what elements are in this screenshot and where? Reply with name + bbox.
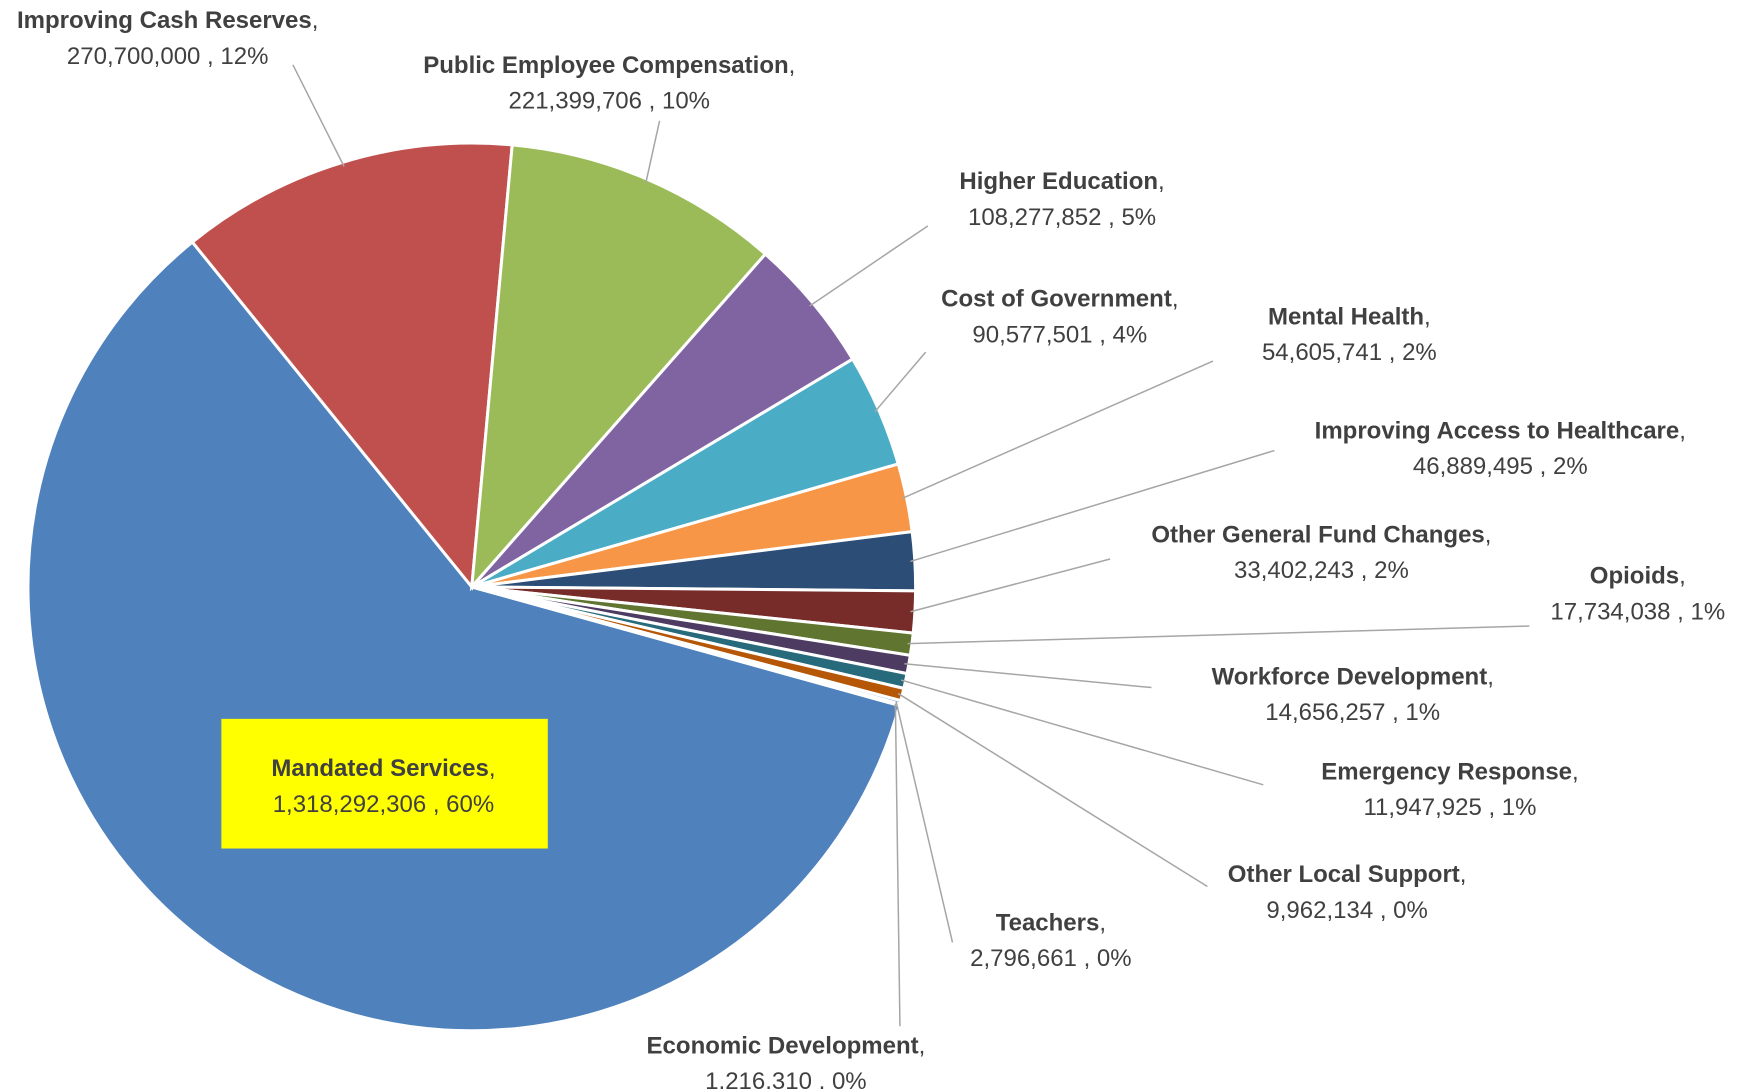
leader-line [897, 692, 1208, 888]
label-separator: , [1460, 861, 1467, 888]
value-text: 17,734,038 , 1% [1550, 599, 1725, 626]
value-label: 17,734,038 , 1% [1550, 599, 1725, 626]
leader-line [894, 703, 901, 1027]
category-name: Other General Fund Changes [1151, 521, 1484, 548]
leader-line [809, 225, 929, 307]
pie-slice [469, 143, 768, 592]
category-name: Emergency Response [1321, 758, 1572, 785]
data-label: Public Employee Compensation, [423, 52, 795, 79]
label-separator: , [1679, 563, 1686, 590]
data-label: Mandated Services, [271, 755, 495, 782]
pie-slice [471, 585, 902, 708]
value-label: 14,656,257 , 1% [1265, 699, 1440, 726]
category-name: Public Employee Compensation [423, 52, 788, 79]
data-label: Teachers, [996, 909, 1106, 936]
label-separator: , [1485, 521, 1492, 548]
value-text: 270,700,000 , 12% [67, 43, 269, 70]
category-name: Economic Development [647, 1032, 919, 1059]
label-separator: , [312, 7, 319, 34]
value-label: 9,962,134 , 0% [1266, 897, 1427, 924]
label-separator: , [1487, 663, 1494, 690]
leader-line [900, 679, 1264, 786]
value-text: 90,577,501 , 4% [972, 321, 1147, 348]
category-name: Improving Access to Healthcare [1315, 417, 1680, 444]
value-text: 2,796,661 , 0% [970, 945, 1131, 972]
value-text: 33,402,243 , 2% [1234, 557, 1409, 584]
leader-line [895, 701, 954, 943]
category-name: Mandated Services [271, 755, 488, 782]
value-label: 1,318,292,306 , 60% [273, 791, 495, 818]
value-text: 11,947,925 , 1% [1363, 794, 1536, 821]
value-text: 1,318,292,306 , 60% [273, 791, 495, 818]
value-label: 54,605,741 , 2% [1262, 339, 1437, 366]
data-label: Improving Access to Healthcare, [1315, 417, 1686, 444]
value-label: 108,277,852 , 5% [968, 204, 1156, 231]
label-highlight [221, 718, 548, 849]
label-separator: , [1679, 417, 1686, 444]
label-separator: , [919, 1032, 926, 1059]
category-name: Cost of Government [941, 285, 1172, 312]
leader-line [292, 64, 345, 167]
leader-line [874, 351, 927, 413]
category-name: Higher Education [959, 168, 1158, 195]
value-text: 54,605,741 , 2% [1262, 339, 1437, 366]
label-separator: , [1172, 285, 1179, 312]
data-label: Higher Education, [959, 168, 1164, 195]
value-label: 1,216,310 , 0% [705, 1068, 866, 1089]
label-separator: , [1099, 909, 1106, 936]
value-label: 221,399,706 , 10% [509, 88, 711, 115]
value-text: 9,962,134 , 0% [1266, 897, 1427, 924]
category-name: Teachers [996, 909, 1100, 936]
value-label: 270,700,000 , 12% [67, 43, 269, 70]
leader-line [904, 662, 1152, 689]
category-name: Other Local Support [1228, 861, 1460, 888]
leader-line [910, 558, 1111, 613]
data-label: Mental Health, [1268, 303, 1431, 330]
label-separator: , [1424, 303, 1431, 330]
leader-line [907, 625, 1530, 645]
value-label: 2,796,661 , 0% [970, 945, 1131, 972]
data-label: Workforce Development, [1212, 663, 1494, 690]
label-separator: , [789, 52, 796, 79]
value-label: 11,947,925 , 1% [1363, 794, 1536, 821]
data-label: Improving Cash Reserves, [17, 7, 318, 34]
label-separator: , [489, 755, 496, 782]
value-label: 33,402,243 , 2% [1234, 557, 1409, 584]
value-label: 90,577,501 , 4% [972, 321, 1147, 348]
data-label: Other General Fund Changes, [1151, 521, 1491, 548]
category-name: Opioids [1590, 563, 1679, 590]
value-text: 108,277,852 , 5% [968, 204, 1156, 231]
value-label: 46,889,495 , 2% [1413, 453, 1588, 480]
data-label: Emergency Response, [1321, 758, 1578, 785]
category-name: Improving Cash Reserves [17, 7, 312, 34]
category-name: Mental Health [1268, 303, 1424, 330]
value-text: 46,889,495 , 2% [1413, 453, 1588, 480]
leader-line [910, 449, 1275, 563]
value-text: 221,399,706 , 10% [509, 88, 711, 115]
label-separator: , [1572, 758, 1579, 785]
pie-slice [190, 141, 514, 591]
leader-line [901, 360, 1214, 500]
data-label: Opioids, [1590, 563, 1686, 590]
label-separator: , [1158, 168, 1165, 195]
value-text: 14,656,257 , 1% [1265, 699, 1440, 726]
data-label: Economic Development, [647, 1032, 926, 1059]
leader-line [644, 120, 661, 184]
category-name: Workforce Development [1212, 663, 1488, 690]
data-label: Cost of Government, [941, 285, 1178, 312]
value-text: 1,216,310 , 0% [705, 1068, 866, 1089]
data-label: Other Local Support, [1228, 861, 1467, 888]
